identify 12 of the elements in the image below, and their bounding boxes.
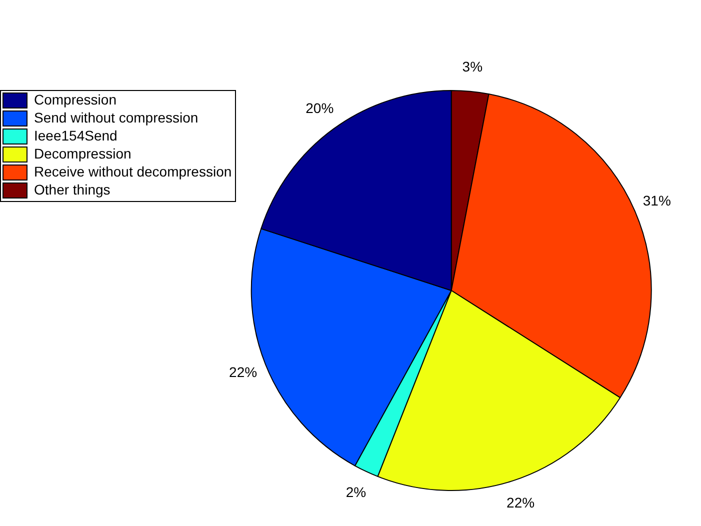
- legend-label: Ieee154Send: [34, 127, 118, 144]
- data-label: 31%: [642, 192, 671, 208]
- data-label: 3%: [462, 58, 483, 74]
- data-label: 20%: [306, 100, 334, 116]
- legend-label: Send without compression: [34, 109, 198, 126]
- legend-label: Compression: [34, 91, 116, 108]
- data-label: 2%: [346, 484, 366, 500]
- legend-label: Decompression: [34, 145, 132, 162]
- data-label: 22%: [229, 364, 258, 380]
- data-label: 22%: [506, 494, 535, 510]
- legend-label: Other things: [34, 181, 110, 198]
- legend-label: Receive without decompression: [34, 163, 232, 180]
